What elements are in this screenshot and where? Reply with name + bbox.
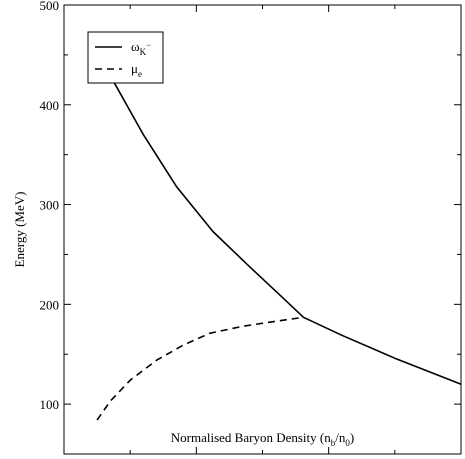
x-axis-label: Normalised Baryon Density (nb/n0) bbox=[171, 430, 354, 448]
legend-entry-2: μe bbox=[131, 61, 142, 79]
series-line-2 bbox=[96, 316, 304, 421]
legend: ωK−μe bbox=[87, 31, 164, 84]
y-tick-label: 400 bbox=[40, 98, 60, 113]
y-axis-label: Energy (MeV) bbox=[12, 192, 27, 268]
axis-labels: Normalised Baryon Density (nb/n0) Energy … bbox=[12, 192, 354, 448]
y-tick-label: 100 bbox=[40, 397, 60, 412]
y-tick-label: 200 bbox=[40, 297, 60, 312]
series-lines bbox=[96, 82, 461, 421]
legend-box bbox=[87, 31, 164, 84]
y-tick-label: 500 bbox=[40, 0, 60, 13]
axis-ticks: 0246100200300400500 bbox=[40, 0, 462, 454]
y-tick-label: 300 bbox=[40, 198, 60, 213]
series-line-1 bbox=[113, 82, 461, 385]
